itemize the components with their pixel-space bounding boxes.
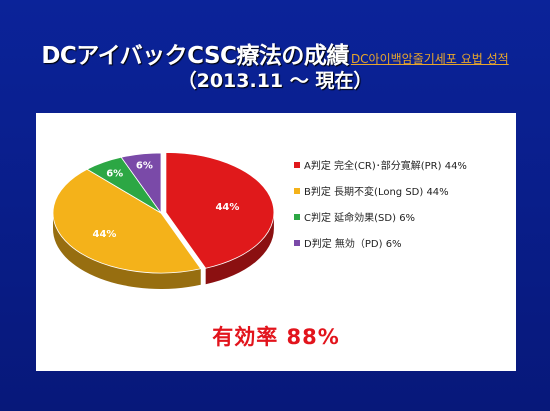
- legend-label-a: A判定 完全(CR)･部分寛解(PR) 44%: [304, 161, 467, 172]
- pie-chart: 44% 44% 6% 6%: [52, 152, 275, 290]
- data-label-d: 6%: [136, 161, 153, 172]
- pie-slice-a: [165, 152, 275, 269]
- page-title: DCアイバックCSC療法の成績: [41, 43, 349, 69]
- legend-swatch-c: [294, 213, 300, 220]
- legend-label-b: B判定 長期不変(Long SD) 44%: [304, 187, 449, 198]
- title-row: DCアイバックCSC療法の成績 DC아이백암줄기세포 요법 성적: [0, 36, 550, 70]
- chart-legend: A判定 完全(CR)･部分寛解(PR) 44% B判定 長期不変(Long SD…: [294, 157, 467, 261]
- legend-item-b: B判定 長期不変(Long SD) 44%: [294, 183, 467, 198]
- pie-side-a: [205, 212, 274, 285]
- data-label-c: 6%: [106, 168, 123, 179]
- legend-item-c: C判定 延命効果(SD) 6%: [294, 209, 467, 224]
- pie-slice-b: [52, 168, 202, 274]
- legend-label-c: C判定 延命効果(SD) 6%: [304, 213, 416, 224]
- pie-slice-d: [120, 152, 162, 215]
- legend-label-d: D判定 無効（PD) 6%: [304, 239, 402, 250]
- page-subtitle: （2013.11 ～ 現在）: [177, 70, 373, 92]
- legend-swatch-d: [294, 239, 300, 246]
- korean-title-link[interactable]: DC아이백암줄기세포 요법 성적: [350, 52, 509, 66]
- data-label-b: 44%: [92, 229, 116, 240]
- pie-side-b: [53, 213, 201, 290]
- effective-rate-annotation: 有効率 88%: [212, 325, 340, 349]
- data-label-a: 44%: [215, 202, 239, 213]
- legend-item-d: D判定 無効（PD) 6%: [294, 235, 467, 250]
- chart-panel: 44% 44% 6% 6% A判定 完全(CR)･部分寛解(PR) 44% B判定 長…: [36, 113, 516, 371]
- legend-item-a: A判定 完全(CR)･部分寛解(PR) 44%: [294, 157, 467, 172]
- legend-swatch-b: [294, 187, 300, 194]
- legend-swatch-a: [294, 161, 300, 168]
